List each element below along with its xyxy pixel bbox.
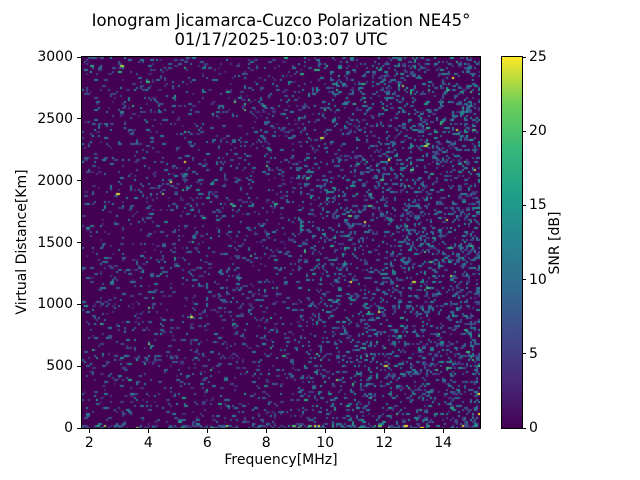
y-tick-mark: [77, 242, 81, 243]
y-tick-mark: [77, 427, 81, 429]
heatmap-plot: [82, 57, 480, 428]
chart-subtitle: 01/17/2025-10:03:07 UTC: [174, 30, 388, 49]
y-tick-mark: [77, 365, 81, 367]
x-tick-label: 2: [84, 435, 94, 451]
colorbar-tick-label: 20: [529, 123, 547, 140]
colorbar-tick-label: 10: [529, 271, 547, 288]
colorbar-tick-mark: [522, 204, 526, 206]
x-tick-mark: [88, 429, 90, 433]
colorbar-tick-label: 5: [529, 345, 538, 362]
x-tick-mark: [147, 429, 149, 433]
x-tick-mark: [383, 429, 385, 433]
x-tick-label: 14: [434, 435, 453, 451]
x-tick-label: 8: [261, 435, 271, 451]
x-tick-label: 10: [316, 435, 335, 451]
y-tick-label: 3000: [37, 49, 73, 65]
colorbar-tick-label: 25: [529, 49, 547, 65]
colorbar-tick-mark: [522, 279, 526, 281]
y-tick-mark: [77, 118, 81, 120]
colorbar-tick-mark: [522, 56, 526, 58]
colorbar-tick-mark: [522, 427, 526, 429]
x-tick-label: 12: [375, 435, 394, 451]
colorbar-tick-mark: [522, 130, 526, 132]
colorbar-tick-mark: [522, 353, 526, 355]
y-tick-label: 2000: [37, 172, 73, 189]
colorbar: [501, 56, 523, 429]
y-tick-label: 2500: [37, 110, 73, 127]
y-tick-mark: [77, 56, 81, 58]
x-axis-label: Frequency[MHz]: [224, 452, 338, 468]
x-tick-mark: [265, 429, 267, 433]
chart-title-block: Ionogram Jicamarca-Cuzco Polarization NE…: [82, 11, 480, 49]
y-tick-label: 500: [46, 358, 73, 375]
chart-title: Ionogram Jicamarca-Cuzco Polarization NE…: [91, 11, 471, 30]
y-tick-label: 1000: [37, 296, 73, 313]
colorbar-tick-label: 0: [529, 420, 538, 436]
y-tick-mark: [77, 180, 81, 182]
x-tick-label: 4: [143, 435, 153, 451]
colorbar-label: SNR [dB]: [547, 211, 563, 275]
colorbar-tick-label: 15: [529, 197, 547, 214]
x-tick-mark: [324, 429, 326, 433]
x-tick-label: 6: [202, 435, 212, 451]
y-tick-label: 1500: [37, 234, 73, 251]
y-tick-label: 0: [64, 420, 73, 436]
x-tick-mark: [206, 429, 208, 433]
x-tick-mark: [442, 429, 444, 433]
y-tick-mark: [77, 303, 81, 305]
